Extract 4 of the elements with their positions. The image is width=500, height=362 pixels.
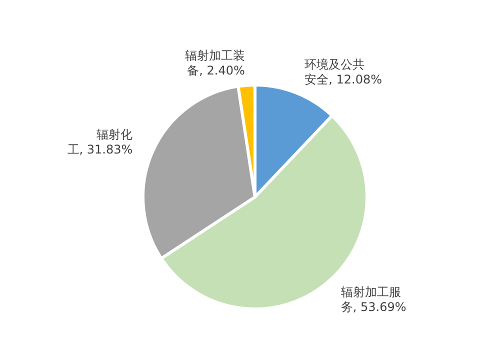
slice-label: 辐射加工装备, 2.40%	[184, 48, 245, 78]
slice-label: 环境及公共安全, 12.08%	[304, 58, 382, 87]
slice-label: 辐射加工服务, 53.69%	[340, 284, 406, 314]
slice-label: 辐射化工, 31.83%	[67, 127, 133, 156]
